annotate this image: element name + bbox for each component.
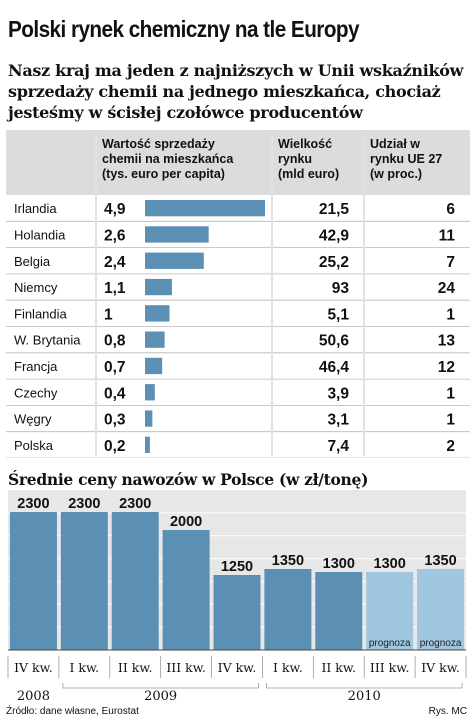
quarter-label: IV kw. <box>421 660 460 675</box>
price-bar <box>60 512 108 650</box>
price-value-label: 1300 <box>374 556 406 572</box>
market-value: 21,5 <box>319 201 350 218</box>
table-header-bg <box>6 130 470 195</box>
country-label: Finlandia <box>14 306 68 321</box>
share-value: 11 <box>439 227 456 244</box>
forecast-label: prognoza <box>369 638 411 649</box>
price-bar <box>264 569 312 650</box>
market-value: 42,9 <box>319 227 350 244</box>
price-bar <box>162 530 210 650</box>
price-value-label: 1300 <box>323 556 355 572</box>
share-value: 7 <box>446 254 455 271</box>
country-label: Niemcy <box>14 280 58 295</box>
market-value: 93 <box>332 280 350 297</box>
year-label: 2009 <box>144 689 177 704</box>
column-header: Wartość sprzedaży chemii na mieszkańca (ty… <box>102 137 234 181</box>
market-value: 3,1 <box>327 412 349 429</box>
per-capita-bar <box>145 331 165 348</box>
price-value-label: 2300 <box>119 496 151 512</box>
per-capita-bar <box>145 305 170 322</box>
per-capita-value: 0,8 <box>104 333 126 350</box>
share-value: 6 <box>446 201 455 218</box>
fertilizer-price-chart: 2300 IV kw. 2300 I kw. 2300 II kw. 2000 III kw.… <box>7 490 467 704</box>
share-value: 24 <box>438 280 456 297</box>
market-value: 25,2 <box>319 254 349 271</box>
share-value: 2 <box>446 438 455 455</box>
country-label: Holandia <box>14 227 66 242</box>
price-value-label: 1350 <box>272 553 304 569</box>
price-value-label: 2300 <box>17 496 49 512</box>
per-capita-value: 2,4 <box>104 254 126 271</box>
price-bar <box>366 572 414 650</box>
country-label: Węgry <box>14 412 52 427</box>
share-value: 1 <box>446 412 455 429</box>
market-value: 5,1 <box>327 306 349 323</box>
quarter-label: III kw. <box>370 660 410 675</box>
quarter-label: III kw. <box>166 660 206 675</box>
price-bar <box>111 512 159 650</box>
country-label: Polska <box>14 438 54 453</box>
per-capita-bar <box>145 200 265 217</box>
source-note: Źródło: dane własne, Eurostat <box>6 706 139 717</box>
per-capita-bar <box>145 436 150 453</box>
price-bar <box>417 569 465 650</box>
quarter-label: I kw. <box>69 660 99 675</box>
price-value-label: 2000 <box>170 514 202 530</box>
column-header: Wielkość rynku (mld euro) <box>278 137 339 181</box>
per-capita-value: 0,4 <box>104 385 126 402</box>
market-value: 46,4 <box>319 359 350 376</box>
fertilizer-chart-title: Średnie ceny nawozów w Polsce (w zł/tonę… <box>8 470 369 489</box>
share-value: 1 <box>446 385 455 402</box>
per-capita-bar <box>145 226 209 243</box>
per-capita-value: 0,3 <box>104 412 126 429</box>
country-label: Czechy <box>14 385 58 400</box>
price-bar <box>315 572 363 650</box>
quarter-label: IV kw. <box>218 660 257 675</box>
per-capita-bar <box>145 252 204 269</box>
price-value-label: 1250 <box>221 559 253 575</box>
per-capita-value: 1 <box>104 306 113 323</box>
price-value-label: 1350 <box>424 553 456 569</box>
country-label: Francja <box>14 359 58 374</box>
chart-title: Polski rynek chemiczny na tle Europy <box>8 16 360 42</box>
quarter-label: II kw. <box>118 660 153 675</box>
share-value: 13 <box>438 333 456 350</box>
per-capita-value: 0,2 <box>104 438 126 455</box>
per-capita-value: 2,6 <box>104 227 126 244</box>
year-label: 2010 <box>348 689 381 704</box>
per-capita-value: 4,9 <box>104 201 126 218</box>
price-bar <box>9 512 57 650</box>
country-label: Belgia <box>14 254 51 269</box>
per-capita-bar <box>145 357 163 375</box>
column-header: Udział w rynku UE 27 (w proc.) <box>370 137 442 181</box>
chart-subtitle: Nasz kraj ma jeden z najniższych w Unii … <box>8 61 464 122</box>
share-value: 1 <box>446 306 455 323</box>
per-capita-value: 1,1 <box>104 280 126 297</box>
per-capita-bar <box>145 410 153 427</box>
year-bracket <box>62 683 259 689</box>
price-value-label: 2300 <box>68 496 100 512</box>
share-value: 12 <box>438 359 455 376</box>
credit-note: Rys. MC <box>428 706 467 717</box>
price-bar <box>213 575 261 650</box>
year-label: 2008 <box>17 689 50 704</box>
per-capita-bar <box>145 278 172 296</box>
quarter-label: IV kw. <box>14 660 53 675</box>
quarter-label: II kw. <box>321 660 356 675</box>
per-capita-bar <box>145 384 155 401</box>
market-value: 7,4 <box>327 438 349 455</box>
per-capita-table: Wartość sprzedaży chemii na mieszkańca (ty… <box>6 130 470 458</box>
market-value: 50,6 <box>319 333 350 350</box>
market-value: 3,9 <box>327 385 349 402</box>
quarter-label: I kw. <box>273 660 303 675</box>
per-capita-value: 0,7 <box>104 359 126 376</box>
country-label: Irlandia <box>14 201 57 216</box>
country-label: W. Brytania <box>14 333 81 348</box>
forecast-label: prognoza <box>420 638 462 649</box>
year-bracket <box>266 683 463 689</box>
